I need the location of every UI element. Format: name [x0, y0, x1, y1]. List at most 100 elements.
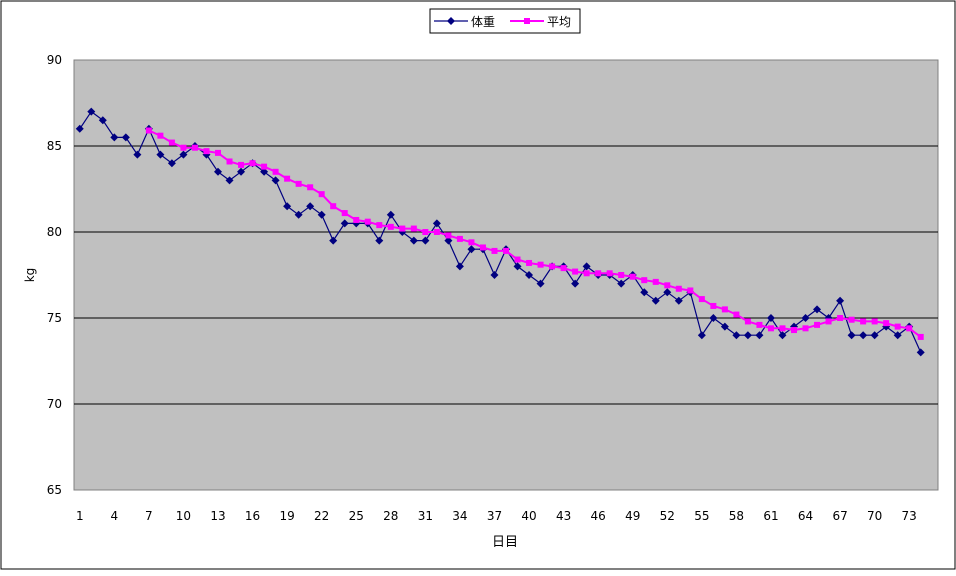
x-tick-label: 40 — [521, 509, 536, 523]
data-point — [468, 239, 475, 246]
data-point — [237, 167, 246, 176]
data-point — [214, 167, 222, 176]
data-point — [709, 314, 718, 322]
y-tick-label: 85 — [47, 139, 62, 153]
data-point — [767, 325, 774, 332]
data-point — [756, 321, 763, 328]
x-axis-label: 日目 — [492, 535, 518, 550]
data-point — [387, 223, 394, 230]
data-point — [710, 302, 717, 309]
data-point — [376, 222, 383, 229]
gridlines — [74, 145, 938, 405]
data-point — [295, 180, 302, 187]
data-point — [755, 331, 764, 340]
data-point — [514, 256, 521, 263]
data-point — [306, 202, 315, 211]
data-point — [167, 159, 176, 168]
data-point — [537, 261, 544, 268]
data-point — [883, 320, 890, 327]
x-tick-label: 28 — [383, 509, 398, 523]
data-point — [813, 305, 822, 314]
data-point — [238, 161, 245, 168]
data-point — [307, 184, 314, 191]
data-point — [697, 331, 706, 340]
data-point — [536, 279, 545, 288]
data-point — [444, 236, 453, 245]
data-point — [272, 168, 279, 175]
data-point — [859, 331, 868, 340]
data-point — [525, 271, 534, 279]
data-point — [720, 322, 729, 331]
data-point — [618, 272, 625, 278]
data-point — [98, 116, 107, 125]
data-point — [549, 263, 556, 270]
data-point — [870, 331, 879, 340]
data-point — [641, 277, 648, 284]
data-point — [364, 218, 371, 225]
data-point — [698, 296, 705, 303]
data-point — [629, 273, 636, 280]
data-point — [341, 210, 348, 217]
data-point — [582, 262, 591, 271]
data-point — [249, 160, 256, 167]
data-point — [837, 315, 844, 321]
data-point — [595, 270, 602, 277]
data-point — [801, 314, 810, 322]
data-point — [215, 149, 221, 156]
legend-label-average: 平均 — [547, 15, 571, 29]
data-point — [560, 265, 567, 272]
data-point — [283, 202, 292, 211]
data-point — [317, 210, 326, 219]
legend-marker-weight — [447, 17, 455, 25]
data-point — [663, 288, 672, 297]
data-point — [732, 331, 741, 340]
data-point — [180, 144, 187, 151]
data-point — [410, 225, 417, 232]
data-point — [226, 158, 233, 165]
data-point — [664, 282, 671, 289]
x-tick-label: 16 — [245, 509, 260, 523]
data-point — [271, 176, 280, 185]
data-point — [766, 314, 775, 322]
data-point — [572, 268, 579, 275]
data-point — [329, 236, 338, 245]
x-tick-label: 49 — [625, 509, 640, 523]
data-point — [294, 210, 303, 219]
x-tick-label: 31 — [418, 509, 433, 523]
data-point — [721, 306, 728, 313]
x-tick-label: 25 — [349, 509, 364, 523]
data-point — [432, 219, 441, 228]
data-point — [894, 323, 901, 330]
data-point — [375, 236, 384, 245]
x-tick-label: 13 — [210, 509, 225, 523]
data-point — [860, 318, 867, 325]
x-tick-label: 64 — [798, 509, 813, 523]
data-point — [261, 163, 268, 170]
data-point — [386, 210, 395, 219]
data-point — [836, 296, 845, 305]
data-point — [651, 296, 660, 305]
data-point — [409, 236, 418, 245]
data-point — [640, 288, 649, 297]
data-point — [318, 191, 325, 198]
data-point — [433, 229, 440, 235]
x-tick-label: 52 — [660, 509, 675, 523]
data-point — [906, 325, 913, 332]
data-point — [490, 271, 499, 279]
data-point — [353, 216, 360, 223]
data-point — [203, 148, 210, 155]
data-point — [145, 127, 152, 134]
x-tick-label: 1 — [76, 509, 84, 523]
x-tick-label: 43 — [556, 509, 571, 523]
plot-area — [73, 59, 939, 491]
data-point — [421, 236, 430, 245]
data-point — [456, 235, 463, 242]
x-tick-label: 61 — [763, 509, 778, 523]
data-point — [156, 150, 165, 159]
data-point — [814, 321, 821, 328]
data-point — [617, 279, 626, 288]
legend-marker-average — [524, 18, 530, 24]
data-point — [744, 318, 751, 325]
x-tick-labels: 1 4 7 10 13 16 19 22 25 28 31 34 37 40 43 46 49 52 55 58 61 6… — [76, 509, 917, 523]
